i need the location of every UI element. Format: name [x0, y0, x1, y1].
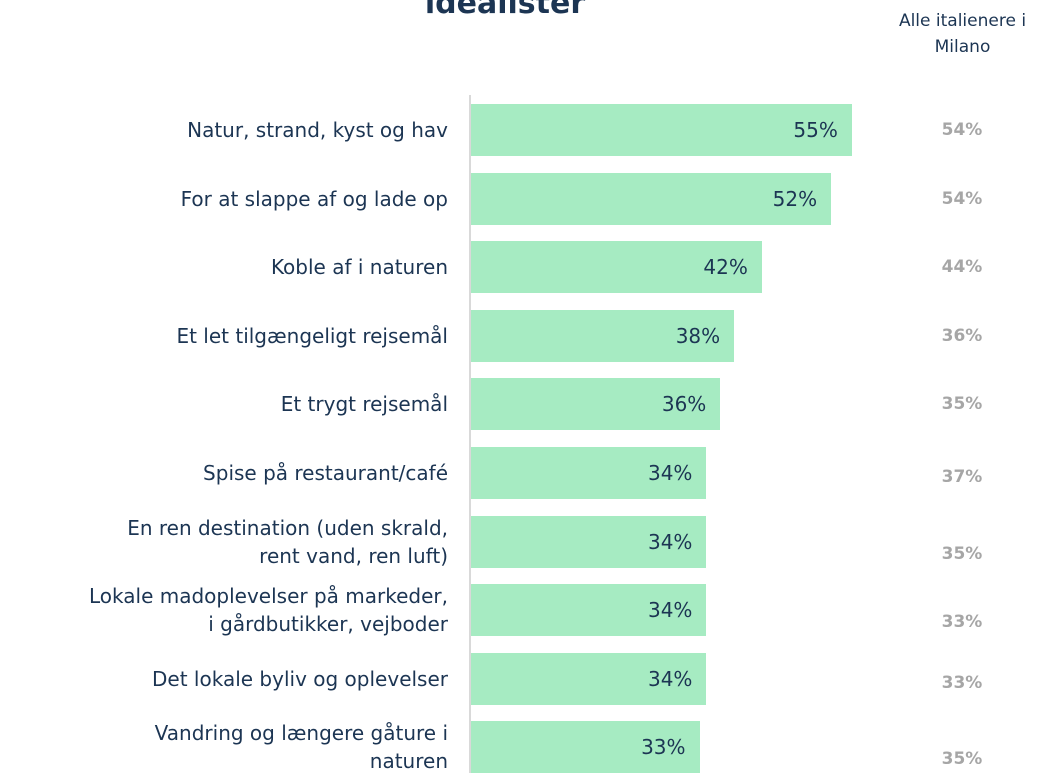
- data-label: 55%: [793, 118, 838, 142]
- category-label: En ren destination (uden skrald, rent va…: [127, 515, 448, 568]
- category-label: Spise på restaurant/café: [203, 461, 448, 485]
- data-label: 38%: [675, 323, 721, 348]
- comparison-value: 35%: [941, 749, 983, 770]
- data-label: 36%: [661, 392, 707, 417]
- data-label: 33%: [641, 735, 686, 760]
- data-label: 34%: [647, 666, 693, 691]
- category-label: Koble af i naturen: [270, 255, 448, 280]
- column-header: Alle italienere i Milano: [898, 11, 1027, 57]
- bar: [471, 309, 735, 362]
- comparison-value: 33%: [941, 672, 983, 693]
- comparison-value: 33%: [941, 612, 983, 633]
- category-label: Natur, strand, kyst og hav: [187, 118, 448, 142]
- category-label: Et let tilgængeligt rejsemål: [176, 323, 448, 348]
- category-label: Et trygt rejsemål: [280, 392, 448, 417]
- comparison-value: 44%: [941, 257, 983, 278]
- data-label: 34%: [647, 598, 693, 623]
- bar: [471, 584, 707, 637]
- category-label: For at slappe af og lade op: [180, 186, 448, 211]
- data-label: 42%: [703, 255, 748, 280]
- comparison-value: 37%: [941, 467, 983, 487]
- category-label: Det lokale byliv og oplevelser: [152, 666, 448, 691]
- bar: [471, 447, 707, 499]
- bar: [471, 721, 700, 773]
- comparison-value: 35%: [941, 543, 983, 564]
- comparison-value: 54%: [941, 120, 983, 140]
- axis-line: [469, 95, 471, 773]
- comparison-value: 36%: [941, 325, 983, 346]
- data-label: 34%: [647, 461, 693, 485]
- bar: [471, 172, 832, 225]
- bar: [471, 515, 707, 568]
- bar: [471, 652, 707, 705]
- category-label: Vandring og længere gåture i naturen: [154, 721, 448, 773]
- bar: [471, 104, 852, 156]
- bar: [471, 378, 721, 431]
- bar: [471, 241, 762, 294]
- data-label: 34%: [647, 529, 693, 554]
- category-label: Lokale madoplevelser på markeder, i gård…: [89, 584, 448, 637]
- data-label: 52%: [772, 186, 818, 211]
- chart-title: idealister: [424, 0, 586, 21]
- comparison-value: 35%: [941, 394, 983, 415]
- comparison-value: 54%: [941, 188, 983, 209]
